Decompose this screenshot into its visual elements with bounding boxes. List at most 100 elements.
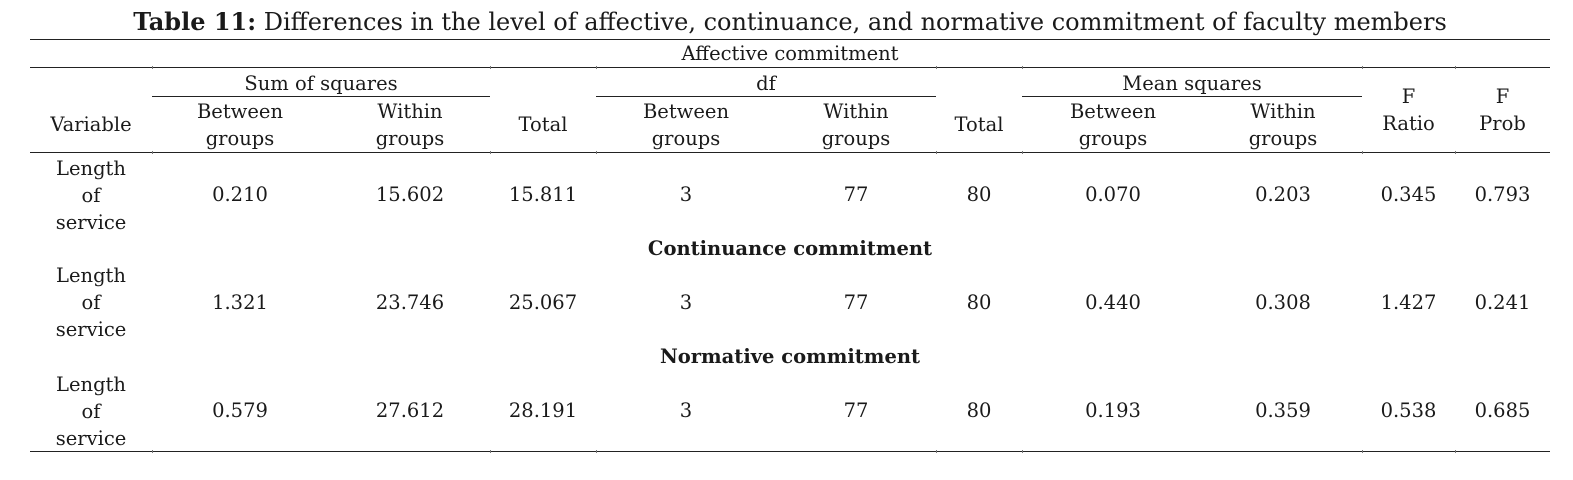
cell-ss-between: 0.210	[212, 183, 268, 206]
cell-df-between: 3	[679, 399, 693, 422]
header-between-line2: groups	[205, 127, 275, 150]
row-variable-line2: of	[81, 291, 101, 314]
header-between-line1: Between	[642, 100, 730, 123]
header-ss-total: Total	[518, 113, 568, 136]
cell-f-prob: 0.793	[1474, 183, 1531, 206]
cell-ss-within: 23.746	[375, 291, 445, 314]
cell-ms-within: 0.359	[1255, 399, 1311, 422]
column-divider	[152, 450, 153, 453]
top-rule	[30, 39, 1550, 40]
header-df-between: Between groups	[626, 98, 746, 152]
caption-text: Differences in the level of affective, c…	[263, 8, 1447, 36]
column-divider	[1022, 66, 1023, 69]
column-divider	[1362, 66, 1363, 69]
column-divider	[596, 66, 597, 69]
cell-ss-within: 15.602	[375, 183, 445, 206]
column-divider	[1362, 450, 1363, 453]
cell-df-total: 80	[966, 399, 992, 422]
cell-df-within: 77	[843, 183, 869, 206]
header-f-prob-line1: F	[1495, 85, 1510, 108]
section-title-normative: Normative commitment	[659, 345, 921, 368]
row-variable-line3: service	[55, 427, 127, 450]
cell-df-between: 3	[679, 183, 693, 206]
header-f-prob-line2: Prob	[1479, 112, 1526, 135]
section-title-continuance: Continuance commitment	[647, 237, 933, 260]
header-f-prob: F Prob	[1455, 83, 1550, 137]
table-caption: Table 11: Differences in the level of af…	[0, 6, 1573, 38]
cell-df-within: 77	[843, 291, 869, 314]
bottom-rule	[30, 451, 1550, 452]
cell-f-prob: 0.241	[1474, 291, 1531, 314]
header-within-line1: Within	[377, 100, 443, 123]
header-between-line2: groups	[651, 127, 721, 150]
column-divider	[936, 450, 937, 453]
column-divider	[936, 66, 937, 69]
cell-df-between: 3	[679, 291, 693, 314]
cell-ss-total: 25.067	[508, 291, 578, 314]
row-variable-line1: Length	[56, 264, 126, 287]
header-between-line1: Between	[1069, 100, 1157, 123]
cell-f-ratio: 0.538	[1380, 399, 1437, 422]
cell-ss-total: 15.811	[508, 183, 578, 206]
cell-ss-within: 27.612	[375, 399, 445, 422]
column-divider	[1455, 151, 1456, 154]
cell-ms-between: 0.193	[1085, 399, 1141, 422]
header-mean-squares: Mean squares	[1122, 72, 1262, 95]
header-between-line2: groups	[1078, 127, 1148, 150]
header-within-line2: groups	[1248, 127, 1318, 150]
row-variable: Length of service	[30, 371, 152, 452]
header-between-line1: Between	[196, 100, 284, 123]
header-f-ratio-line2: Ratio	[1382, 112, 1435, 135]
header-ms-between: Between groups	[1053, 98, 1173, 152]
row-variable: Length of service	[30, 262, 152, 343]
cell-f-prob: 0.685	[1474, 399, 1531, 422]
header-f-ratio: F Ratio	[1362, 83, 1455, 137]
column-divider	[490, 450, 491, 453]
column-divider	[490, 66, 491, 69]
cell-df-total: 80	[966, 291, 992, 314]
header-variable: Variable	[50, 113, 132, 136]
cell-f-ratio: 0.345	[1380, 183, 1437, 206]
column-divider	[1362, 151, 1363, 154]
header-within-line2: groups	[375, 127, 445, 150]
column-divider	[152, 151, 153, 154]
row-variable-line1: Length	[56, 373, 126, 396]
header-ss-within: Within groups	[350, 98, 470, 152]
row-variable: Length of service	[30, 155, 152, 236]
sum-of-squares-underline	[152, 96, 490, 97]
column-divider	[152, 66, 153, 69]
column-divider	[1455, 66, 1456, 69]
header-sum-of-squares: Sum of squares	[244, 72, 398, 95]
cell-df-total: 80	[966, 183, 992, 206]
cell-ss-between: 0.579	[212, 399, 268, 422]
header-ss-between: Between groups	[180, 98, 300, 152]
cell-df-within: 77	[843, 399, 869, 422]
header-top-rule	[30, 67, 1550, 68]
column-divider	[1455, 450, 1456, 453]
header-bottom-rule	[30, 152, 1550, 153]
cell-f-ratio: 1.427	[1380, 291, 1437, 314]
cell-ms-between: 0.070	[1085, 183, 1141, 206]
header-ms-within: Within groups	[1223, 98, 1343, 152]
column-divider	[596, 450, 597, 453]
header-f-ratio-line1: F	[1401, 85, 1416, 108]
column-divider	[596, 151, 597, 154]
mean-squares-underline	[1022, 96, 1362, 97]
cell-ss-between: 1.321	[212, 291, 268, 314]
header-within-line1: Within	[823, 100, 889, 123]
cell-ss-total: 28.191	[508, 399, 578, 422]
header-within-line2: groups	[821, 127, 891, 150]
column-divider	[1022, 450, 1023, 453]
cell-ms-between: 0.440	[1085, 291, 1141, 314]
header-within-line1: Within	[1250, 100, 1316, 123]
column-divider	[1022, 151, 1023, 154]
row-variable-line3: service	[55, 318, 127, 341]
header-df-within: Within groups	[796, 98, 916, 152]
row-variable-line2: of	[81, 400, 101, 423]
column-divider	[490, 151, 491, 154]
section-title-affective: Affective commitment	[681, 42, 899, 65]
row-variable-line1: Length	[56, 157, 126, 180]
header-df: df	[756, 72, 776, 95]
cell-ms-within: 0.308	[1255, 291, 1311, 314]
cell-ms-within: 0.203	[1255, 183, 1311, 206]
